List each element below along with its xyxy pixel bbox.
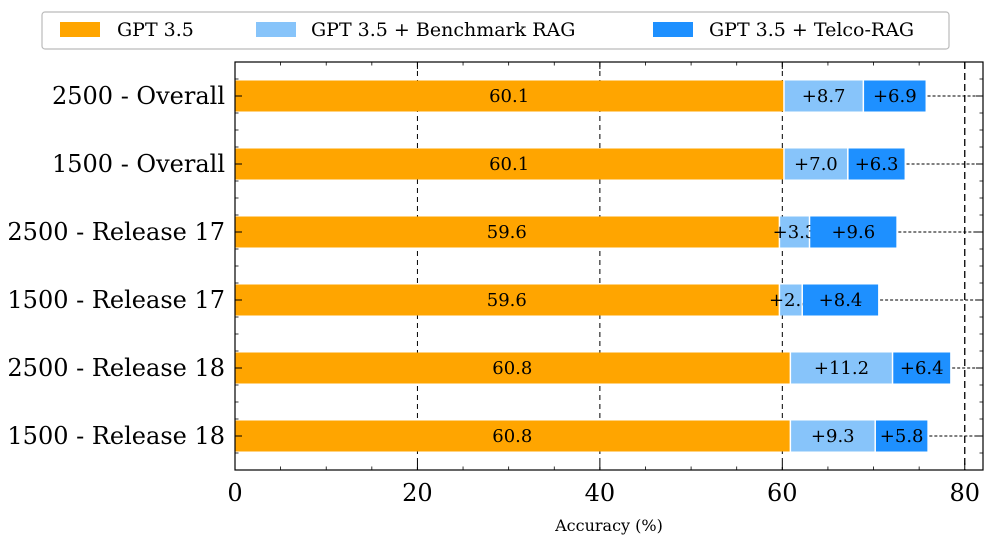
bar-2-5 [791,352,892,384]
x-tick-label-60: 60 [767,479,798,507]
bar-1-6 [235,420,790,452]
axis-layer: 2500 - Overall 1500 - Overall 2500 - Relea… [7,61,984,507]
bar-label-3-3: +9.6 [831,222,875,243]
category-label-1: 2500 - Overall [52,82,225,110]
x-tick-label-80: 80 [949,479,980,507]
x-tick-label-20: 20 [402,479,433,507]
bar-3-4 [802,284,879,316]
grid-layer [416,62,966,470]
bar-label-2-2: +7.0 [794,154,838,175]
x-tick-label-40: 40 [585,479,616,507]
bar-label-1-2: 60.1 [489,154,529,175]
legend-label-2: GPT 3.5 + Benchmark RAG [311,19,575,41]
category-label-6: 1500 - Release 18 [7,422,225,450]
category-label-2: 1500 - Overall [52,150,225,178]
legend-label-1: GPT 3.5 [117,19,194,41]
legend-swatch-1 [60,22,100,37]
bar-label-3-4: +8.4 [819,290,863,311]
bar-label-2-1: +8.7 [802,86,846,107]
bar-label-3-1: +6.9 [873,86,917,107]
bar-1-3 [235,216,779,248]
legend-swatch-3 [653,22,693,37]
legend-label-3: GPT 3.5 + Telco-RAG [709,19,914,41]
bar-3-6 [875,420,928,452]
bar-3-1 [864,80,926,112]
x-axis-title: Accuracy (%) [554,516,663,535]
bar-label-2-3: +3.3 [773,222,817,243]
bar-3-2 [848,148,905,180]
category-label-3: 2500 - Release 17 [7,218,225,246]
bars-layer: 60.1 +8.7 +6.9 60.1 +7.0 +6.3 59.6 +3.3 +9.6 59.6… [235,80,983,452]
legend: GPT 3.5 GPT 3.5 + Benchmark RAG GPT 3.5 + … [41,11,950,50]
legend-swatch-2 [256,22,296,37]
x-tick-label-0: 0 [227,479,242,507]
bar-2-1 [784,80,863,112]
bar-label-1-5: 60.8 [492,358,532,379]
category-label-5: 2500 - Release 18 [7,354,225,382]
bar-1-1 [235,80,784,112]
bar-label-3-5: +6.4 [900,358,944,379]
bar-label-2-4: +2.5 [769,290,813,311]
legend-box [41,11,950,50]
bar-label-3-6: +5.8 [880,426,924,447]
bar-1-4 [235,284,779,316]
bar-3-3 [810,216,897,248]
bar-3-5 [893,352,951,384]
bar-2-3 [780,216,809,248]
bar-label-1-1: 60.1 [489,86,529,107]
bar-label-1-6: 60.8 [492,426,532,447]
bar-2-4 [780,284,802,316]
bar-label-2-5: +11.2 [814,358,869,379]
bar-label-2-6: +9.3 [811,426,855,447]
bar-2-6 [791,420,875,452]
bar-1-5 [235,352,790,384]
bar-label-1-3: 59.6 [487,222,527,243]
bar-label-1-4: 59.6 [487,290,527,311]
plot-frame [234,61,984,471]
category-label-4: 1500 - Release 17 [7,286,225,314]
bar-label-3-2: +6.3 [855,154,899,175]
bar-1-2 [235,148,784,180]
bar-2-2 [784,148,848,180]
